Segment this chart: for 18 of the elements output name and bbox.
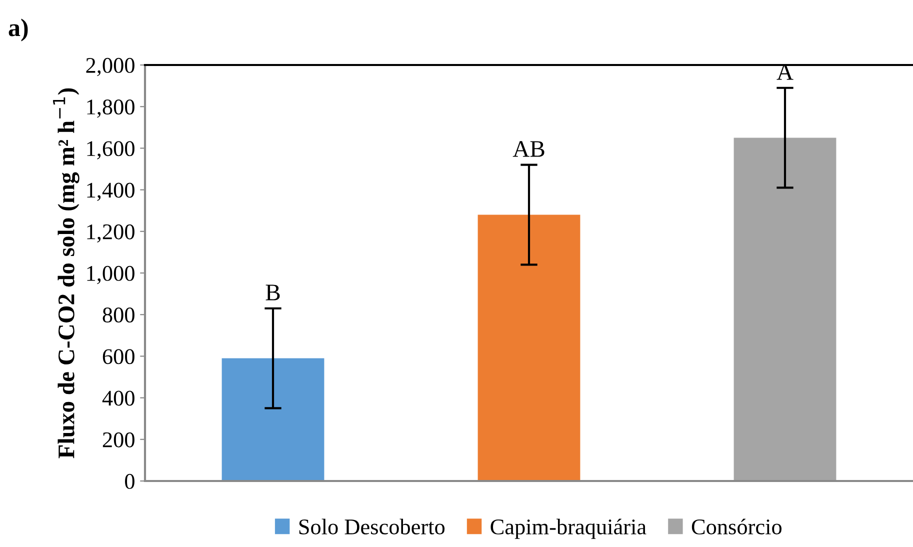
- y-tick-label: 2,000: [86, 58, 134, 76]
- text: a): [8, 18, 28, 42]
- y-tick-label: 1,800: [87, 100, 134, 118]
- y-axis-title: Fluxo de C-CO2 do solo (mg m² h$^{−1}$): [53, 88, 80, 458]
- y-tick-label: 0: [125, 474, 134, 489]
- legend-label: Solo Descoberto: [299, 518, 445, 534]
- y-tick-label: 1,000: [87, 266, 134, 284]
- y-tick-label: 200: [102, 432, 134, 448]
- y-tick-label: 1,200: [87, 224, 134, 243]
- legend-label: Consórcio: [692, 518, 782, 534]
- y-tick-label: 600: [102, 349, 134, 364]
- y-tick-label: 1,600: [87, 141, 134, 160]
- y-tick-label: 400: [102, 390, 134, 406]
- y-tick-label: 1,400: [87, 182, 134, 201]
- data-label: B: [266, 284, 280, 300]
- y-tick-label: 800: [102, 308, 134, 323]
- data-label: AB: [512, 141, 544, 157]
- legend-label: Capim-braquiária: [490, 518, 646, 539]
